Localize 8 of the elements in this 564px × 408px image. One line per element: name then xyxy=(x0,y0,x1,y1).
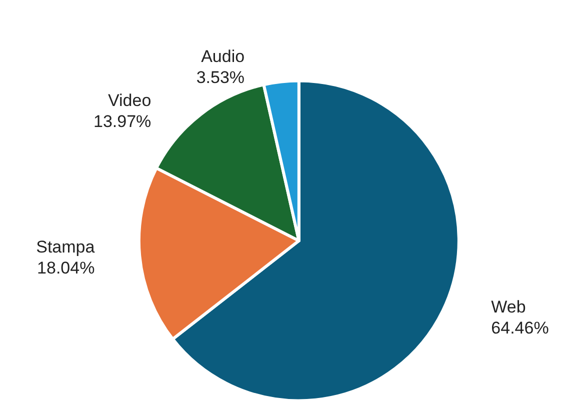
slice-label: Audio xyxy=(201,46,245,66)
data-label: 64.46% xyxy=(491,318,549,338)
data-label: 13.97% xyxy=(93,112,152,131)
slice-label: Web xyxy=(491,298,526,317)
data-label: 18.04% xyxy=(37,258,95,278)
data-label: 3.53% xyxy=(196,68,245,87)
slice-label: Stampa xyxy=(36,237,96,256)
slice-label: Video xyxy=(108,90,152,110)
